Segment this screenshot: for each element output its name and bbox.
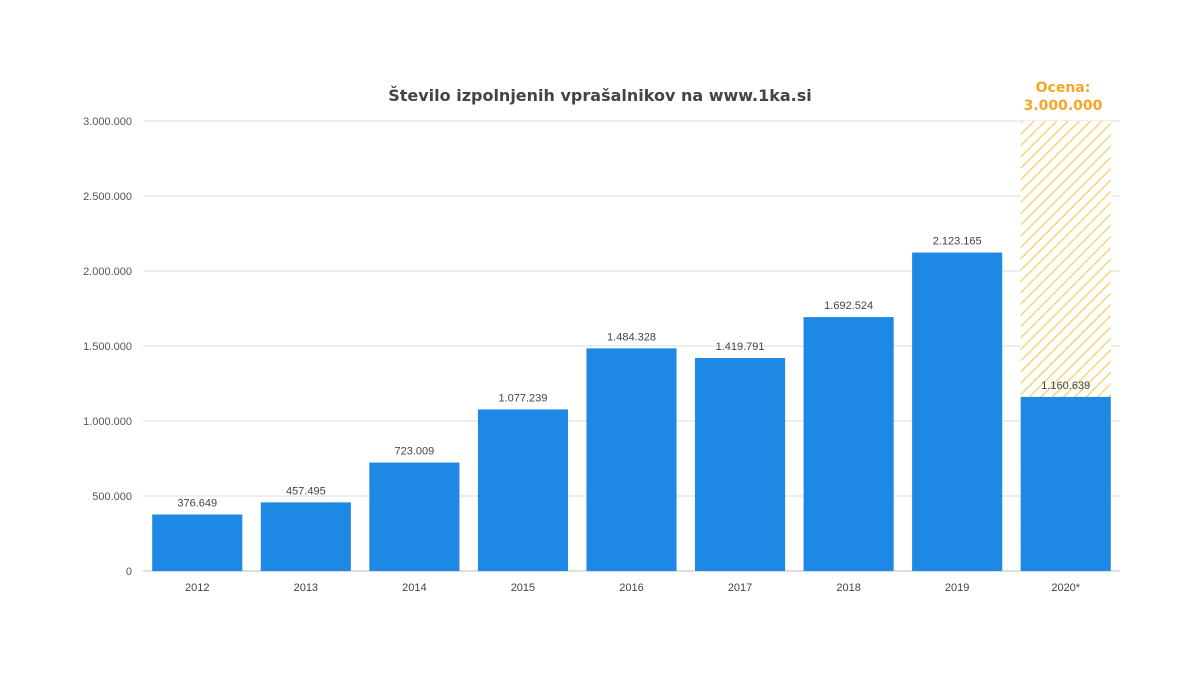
x-tick-label: 2014 — [402, 582, 426, 594]
data-label: 376.649 — [177, 498, 217, 510]
bar — [477, 409, 568, 571]
data-label: 723.009 — [395, 446, 435, 458]
y-axis-ticks: 0 500.000 1.000.000 1.500.000 2.000.000 2.500… — [83, 116, 132, 578]
x-axis-ticks: 2012 2013 2014 2015 2016 2017 2018 2019 2020* — [185, 582, 1081, 594]
bar — [260, 502, 351, 571]
bar — [586, 348, 677, 571]
chart-title: Število izpolnjenih vprašalnikov na www.… — [388, 86, 812, 105]
bar — [912, 252, 1003, 571]
bar — [1020, 396, 1111, 571]
y-tick-label: 500.000 — [92, 491, 132, 503]
x-tick-label: 2020* — [1051, 582, 1080, 594]
bar — [152, 514, 243, 571]
x-tick-label: 2017 — [728, 582, 752, 594]
bar — [803, 317, 894, 571]
y-tick-label: 0 — [126, 566, 132, 578]
estimate-label-line2: 3.000.000 — [1024, 98, 1103, 114]
y-tick-label: 1.500.000 — [83, 341, 132, 353]
y-tick-label: 2.500.000 — [83, 191, 132, 203]
data-label: 1.419.791 — [716, 341, 765, 353]
y-tick-label: 3.000.000 — [83, 116, 132, 128]
y-tick-label: 1.000.000 — [83, 416, 132, 428]
x-tick-label: 2019 — [945, 582, 969, 594]
bar — [695, 358, 786, 571]
y-tick-label: 2.000.000 — [83, 266, 132, 278]
data-label: 1.160.639 — [1041, 380, 1090, 392]
bars — [152, 252, 1111, 571]
data-label: 2.123.165 — [933, 236, 982, 248]
data-label: 457.495 — [286, 485, 326, 497]
data-label: 1.484.328 — [607, 331, 656, 343]
data-label: 1.077.239 — [498, 392, 547, 404]
data-label: 1.692.524 — [824, 300, 873, 312]
x-tick-label: 2016 — [619, 582, 643, 594]
x-tick-label: 2013 — [294, 582, 318, 594]
x-tick-label: 2015 — [511, 582, 535, 594]
x-tick-label: 2012 — [185, 582, 209, 594]
estimate-label-line1: Ocena: — [1036, 80, 1091, 96]
bar — [369, 462, 460, 571]
data-labels: 376.649 457.495 723.009 1.077.239 1.484.328 1… — [177, 236, 1090, 510]
x-tick-label: 2018 — [836, 582, 860, 594]
